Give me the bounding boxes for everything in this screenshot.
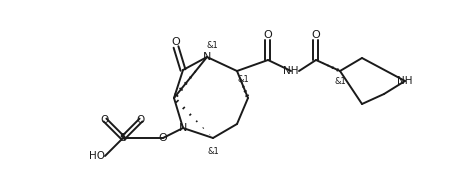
Text: S: S: [119, 133, 126, 143]
Text: O: O: [136, 115, 145, 125]
Text: O: O: [311, 30, 320, 40]
Text: N: N: [178, 123, 187, 133]
Text: O: O: [101, 115, 109, 125]
Text: HO: HO: [89, 151, 105, 161]
Text: &1: &1: [206, 41, 217, 50]
Text: NH: NH: [283, 66, 298, 76]
Text: &1: &1: [237, 74, 248, 84]
Text: O: O: [263, 30, 272, 40]
Text: N: N: [202, 52, 211, 62]
Text: NH: NH: [396, 76, 412, 86]
Text: &1: &1: [207, 146, 218, 156]
Text: O: O: [158, 133, 167, 143]
Text: &1: &1: [334, 77, 345, 87]
Text: O: O: [171, 37, 180, 47]
